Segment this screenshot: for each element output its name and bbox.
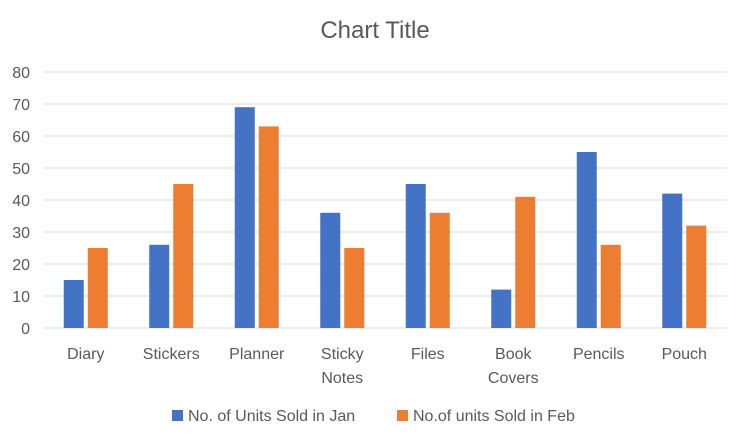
bar-feb-diary	[87, 248, 108, 328]
y-tick-label: 10	[12, 289, 30, 306]
y-tick-label: 20	[12, 257, 30, 274]
x-category-label: Files	[411, 346, 445, 363]
x-category-label: Diary	[67, 346, 104, 363]
y-tick-label: 60	[12, 129, 30, 146]
bar-feb-book-covers	[515, 196, 536, 328]
x-category-label: Pouch	[662, 346, 707, 363]
bar-jan-sticky-notes	[320, 212, 341, 328]
y-tick-label: 50	[12, 161, 30, 178]
bar-jan-book-covers	[491, 289, 512, 328]
legend: No. of Units Sold in Jan No.of units Sold…	[172, 408, 575, 425]
bar-feb-sticky-notes	[344, 248, 365, 328]
x-axis-categories: Diary Stickers Planner Sticky Notes Files Book…	[67, 346, 707, 387]
bar-feb-pencils	[600, 244, 621, 328]
legend-swatch-feb	[397, 410, 408, 421]
y-axis-ticks: 0 10 20 30 40 50 60 70 80	[12, 65, 30, 338]
legend-label-feb: No.of units Sold in Feb	[413, 408, 575, 425]
bar-jan-pencils	[576, 152, 597, 328]
bar-jan-stickers	[149, 244, 170, 328]
legend-label-jan: No. of Units Sold in Jan	[188, 408, 355, 425]
bar-feb-pouch	[686, 225, 707, 328]
x-category-label: Book Covers	[488, 346, 539, 387]
bar-jan-diary	[63, 280, 84, 328]
x-category-label: Sticky Notes	[321, 346, 364, 387]
y-tick-label: 0	[21, 321, 30, 338]
bar-jan-files	[405, 184, 426, 328]
bar-feb-stickers	[173, 184, 194, 328]
y-tick-label: 80	[12, 65, 30, 82]
chart-title: Chart Title	[320, 17, 429, 44]
bar-jan-pouch	[662, 193, 683, 328]
bar-jan-planner	[234, 107, 255, 328]
y-tick-label: 40	[12, 193, 30, 210]
x-category-label: Planner	[229, 346, 285, 363]
y-tick-label: 30	[12, 225, 30, 242]
x-category-label: Stickers	[143, 346, 200, 363]
gridlines	[43, 71, 727, 329]
bars	[63, 107, 707, 329]
x-category-label: Pencils	[573, 346, 625, 363]
bar-feb-planner	[258, 126, 279, 329]
bar-feb-files	[429, 212, 450, 328]
y-tick-label: 70	[12, 97, 30, 114]
legend-swatch-jan	[172, 410, 183, 421]
